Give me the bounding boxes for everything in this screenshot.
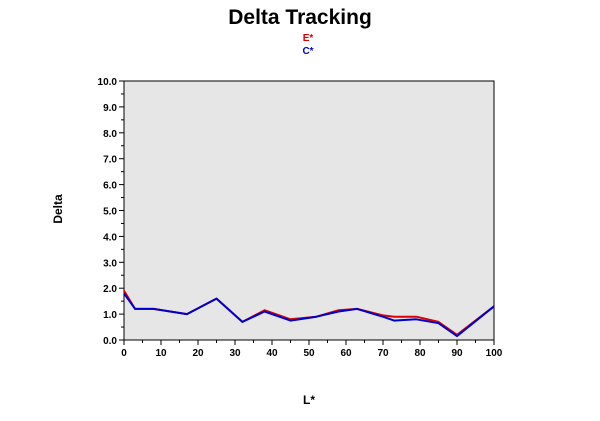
- x-tick-label: 70: [377, 348, 389, 359]
- y-tick-label: 9.0: [103, 103, 117, 114]
- x-tick-label: 50: [303, 348, 315, 359]
- series-line-c: [123, 292, 495, 338]
- y-tick-label: 2.0: [103, 284, 117, 295]
- legend-entry-c: C*: [302, 46, 314, 57]
- x-tick-label: 30: [229, 348, 241, 359]
- y-tick-label: 0.0: [103, 336, 117, 347]
- x-tick-label: 20: [192, 348, 204, 359]
- x-axis-label: L*: [303, 393, 315, 407]
- x-tick-label: 80: [414, 348, 426, 359]
- y-tick-label: 4.0: [103, 232, 117, 243]
- y-tick-label: 7.0: [103, 155, 117, 166]
- x-tick-label: 100: [486, 348, 503, 359]
- x-tick-label: 60: [340, 348, 352, 359]
- y-tick-label: 10.0: [98, 77, 118, 88]
- y-tick-label: 5.0: [103, 207, 117, 218]
- x-tick-label: 90: [451, 348, 463, 359]
- y-tick-label: 8.0: [103, 129, 117, 140]
- y-tick-label: 6.0: [103, 181, 117, 192]
- x-tick-label: 40: [266, 348, 278, 359]
- y-tick-label: 1.0: [103, 310, 117, 321]
- x-tick-label: 10: [155, 348, 167, 359]
- x-tick-label: 0: [121, 348, 127, 359]
- chart-title: Delta Tracking: [228, 6, 372, 29]
- y-tick-label: 3.0: [103, 258, 117, 269]
- legend-entry-e: E*: [302, 33, 314, 44]
- plot-area: [123, 80, 495, 341]
